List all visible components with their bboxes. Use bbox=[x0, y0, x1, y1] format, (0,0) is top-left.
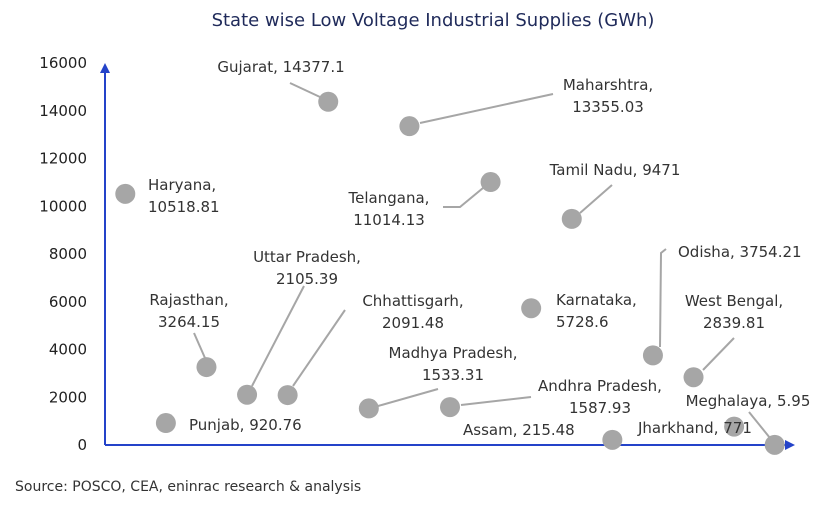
point-maharshtra bbox=[399, 116, 420, 137]
data-label-maharshtra: Maharshtra, bbox=[563, 76, 653, 94]
leader-line-uttar-pradesh bbox=[251, 285, 305, 387]
data-label-uttar-pradesh: Uttar Pradesh, bbox=[253, 248, 361, 266]
y-tick-label: 6000 bbox=[49, 293, 87, 311]
data-label-haryana: 10518.81 bbox=[148, 198, 220, 216]
data-label-maharshtra: 13355.03 bbox=[572, 98, 644, 116]
data-label-rajasthan: Rajasthan, bbox=[149, 291, 228, 309]
data-label-karnataka: 5728.6 bbox=[556, 313, 609, 331]
leader-line-andhra-pradesh bbox=[460, 396, 532, 406]
data-label-odisha: Odisha, 3754.21 bbox=[678, 243, 802, 261]
data-points bbox=[115, 91, 785, 455]
y-tick-label: 0 bbox=[77, 436, 87, 454]
source-note: Source: POSCO, CEA, eninrac research & a… bbox=[15, 479, 362, 495]
data-label-west-bengal: West Bengal, bbox=[685, 292, 783, 310]
data-label-rajasthan: 3264.15 bbox=[158, 313, 220, 331]
y-axis-arrow bbox=[100, 63, 110, 73]
data-label-assam: Assam, 215.48 bbox=[463, 421, 575, 439]
leader-line-madhya-pradesh bbox=[377, 388, 439, 407]
leader-line-chhattisgarh bbox=[292, 309, 346, 387]
point-west-bengal bbox=[683, 367, 704, 388]
data-label-karnataka: Karnataka, bbox=[556, 291, 637, 309]
leader-line-odisha bbox=[659, 248, 667, 348]
leader-line-tamil-nadu bbox=[579, 184, 613, 214]
point-odisha bbox=[642, 345, 663, 366]
point-karnataka bbox=[521, 298, 542, 319]
data-label-madhya-pradesh: Madhya Pradesh, bbox=[389, 344, 518, 362]
point-meghalaya bbox=[764, 434, 785, 455]
y-tick-label: 12000 bbox=[39, 150, 87, 168]
data-label-tamil-nadu: Tamil Nadu, 9471 bbox=[549, 161, 681, 179]
data-labels: Haryana, 10518.81 Punjab, 920.76 Rajasthan,… bbox=[148, 58, 810, 439]
data-label-uttar-pradesh: 2105.39 bbox=[276, 270, 338, 288]
point-jharkhand bbox=[724, 416, 745, 437]
data-label-chhattisgarh: Chhattisgarh, bbox=[362, 292, 463, 310]
data-label-west-bengal: 2839.81 bbox=[703, 314, 765, 332]
point-punjab bbox=[155, 413, 176, 434]
point-uttar-pradesh bbox=[237, 384, 258, 405]
y-tick-label: 14000 bbox=[39, 102, 87, 120]
data-label-madhya-pradesh: 1533.31 bbox=[422, 366, 484, 384]
data-label-haryana: Haryana, bbox=[148, 176, 216, 194]
leader-line-west-bengal bbox=[702, 337, 735, 371]
data-label-gujarat: Gujarat, 14377.1 bbox=[217, 58, 344, 76]
y-tick-label: 4000 bbox=[49, 341, 87, 359]
data-label-telangana: Telangana, bbox=[348, 189, 430, 207]
leader-line-rajasthan bbox=[193, 332, 206, 359]
y-tick-label: 2000 bbox=[49, 388, 87, 406]
point-andhra-pradesh bbox=[440, 397, 460, 418]
point-haryana bbox=[115, 183, 136, 204]
point-rajasthan bbox=[196, 357, 217, 378]
y-tick-label: 10000 bbox=[39, 197, 87, 215]
data-label-punjab: Punjab, 920.76 bbox=[189, 416, 302, 434]
data-label-andhra-pradesh: Andhra Pradesh, bbox=[538, 377, 662, 395]
data-label-andhra-pradesh: 1587.93 bbox=[569, 399, 631, 417]
point-gujarat bbox=[318, 91, 339, 112]
leader-line-meghalaya bbox=[748, 411, 771, 439]
data-label-telangana: 11014.13 bbox=[353, 211, 425, 229]
data-label-chhattisgarh: 2091.48 bbox=[382, 314, 444, 332]
y-tick-label: 8000 bbox=[49, 245, 87, 263]
scatter-chart: State wise Low Voltage Industrial Suppli… bbox=[39, 10, 810, 455]
point-madhya-pradesh bbox=[358, 398, 379, 419]
chart-title: State wise Low Voltage Industrial Suppli… bbox=[212, 10, 655, 31]
leader-line-maharshtra bbox=[419, 93, 554, 124]
leader-line-gujarat bbox=[289, 82, 321, 98]
point-assam bbox=[602, 429, 623, 450]
y-tick-labels: 0 2000 4000 6000 8000 10000 12000 14000 16000 bbox=[39, 54, 87, 454]
axes bbox=[100, 63, 795, 450]
leader-lines bbox=[193, 82, 771, 439]
point-telangana bbox=[480, 172, 501, 193]
point-tamil-nadu bbox=[561, 208, 582, 229]
data-label-jharkhand: Jharkhand, 771 bbox=[637, 419, 752, 437]
data-label-meghalaya: Meghalaya, 5.95 bbox=[686, 392, 811, 410]
y-tick-label: 16000 bbox=[39, 54, 87, 72]
leader-line-telangana bbox=[443, 187, 484, 208]
x-axis-arrow bbox=[785, 440, 795, 450]
point-chhattisgarh bbox=[277, 385, 298, 406]
